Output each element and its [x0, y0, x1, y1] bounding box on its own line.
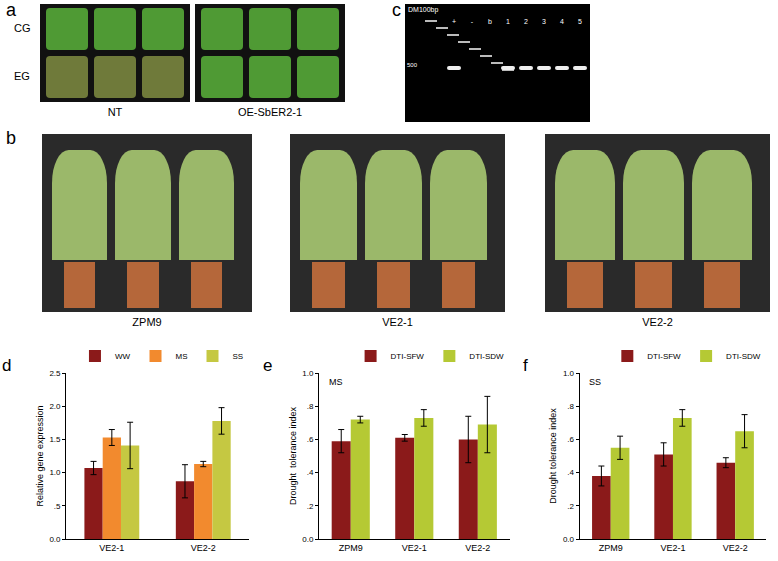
svg-text:1.5: 1.5 — [49, 435, 61, 444]
svg-text:VE2-2: VE2-2 — [465, 543, 490, 553]
svg-text:2.5: 2.5 — [49, 369, 61, 378]
html-text:5: 5 — [578, 18, 582, 25]
html-text:CG: CG — [14, 22, 31, 34]
svg-text:VE2-1: VE2-1 — [660, 543, 685, 553]
svg-text:Drought tolerance index: Drought tolerance index — [548, 408, 558, 504]
html-text:NT: NT — [107, 106, 123, 118]
svg-text:0.0: 0.0 — [563, 535, 575, 544]
svg-text:DTI-SFW: DTI-SFW — [391, 352, 425, 361]
html-text:2: 2 — [524, 18, 528, 25]
svg-text:SS: SS — [589, 377, 601, 387]
html-text:500: 500 — [407, 62, 417, 68]
svg-text:DTI-SFW: DTI-SFW — [647, 352, 681, 361]
svg-text:.5: .5 — [54, 502, 61, 511]
html-text:VE2-1: VE2-1 — [382, 316, 413, 328]
html-text:EG: EG — [14, 70, 30, 82]
svg-text:1.0: 1.0 — [302, 369, 314, 378]
svg-text:Relative gene expression: Relative gene expression — [35, 406, 45, 507]
svg-text:.6: .6 — [307, 435, 314, 444]
svg-text:VE2-2: VE2-2 — [723, 543, 748, 553]
html-text:4: 4 — [560, 18, 564, 25]
html-text:1: 1 — [506, 18, 510, 25]
svg-text:WW: WW — [115, 352, 131, 361]
svg-text:DTI-SDW: DTI-SDW — [726, 352, 761, 361]
svg-text:ZPM9: ZPM9 — [599, 543, 623, 553]
svg-text:VE2-2: VE2-2 — [191, 543, 216, 553]
svg-text:MS: MS — [329, 377, 343, 387]
svg-text:.4: .4 — [567, 468, 574, 477]
svg-text:DTI-SDW: DTI-SDW — [469, 352, 504, 361]
svg-text:.6: .6 — [567, 435, 574, 444]
html-text:DM100bp: DM100bp — [408, 6, 439, 13]
html-text:ZPM9: ZPM9 — [132, 316, 162, 328]
svg-text:1.0: 1.0 — [563, 369, 575, 378]
svg-text:.8: .8 — [567, 402, 574, 411]
svg-text:VE2-1: VE2-1 — [402, 543, 427, 553]
html-text:b: b — [488, 18, 492, 25]
svg-text:.4: .4 — [307, 468, 314, 477]
svg-text:2.0: 2.0 — [49, 402, 61, 411]
svg-text:VE2-1: VE2-1 — [99, 543, 124, 553]
html-text:a: a — [6, 0, 16, 20]
svg-text:e: e — [263, 356, 272, 375]
svg-text:ZPM9: ZPM9 — [339, 543, 363, 553]
svg-text:d: d — [2, 356, 11, 375]
svg-text:.8: .8 — [307, 402, 314, 411]
html-text:b: b — [6, 128, 16, 148]
svg-text:1.0: 1.0 — [49, 468, 61, 477]
svg-text:MS: MS — [176, 352, 188, 361]
html-text:c: c — [392, 0, 401, 20]
html-text:3: 3 — [542, 18, 546, 25]
html-text:VE2-2: VE2-2 — [642, 316, 673, 328]
svg-text:.2: .2 — [307, 502, 314, 511]
html-text:OE-SbER2-1: OE-SbER2-1 — [237, 106, 303, 118]
svg-text:.2: .2 — [567, 502, 574, 511]
svg-text:0.0: 0.0 — [49, 535, 61, 544]
svg-text:SS: SS — [233, 352, 244, 361]
svg-text:f: f — [523, 356, 528, 375]
svg-text:0.0: 0.0 — [302, 535, 314, 544]
svg-text:Drought tolerance index: Drought tolerance index — [288, 407, 298, 506]
